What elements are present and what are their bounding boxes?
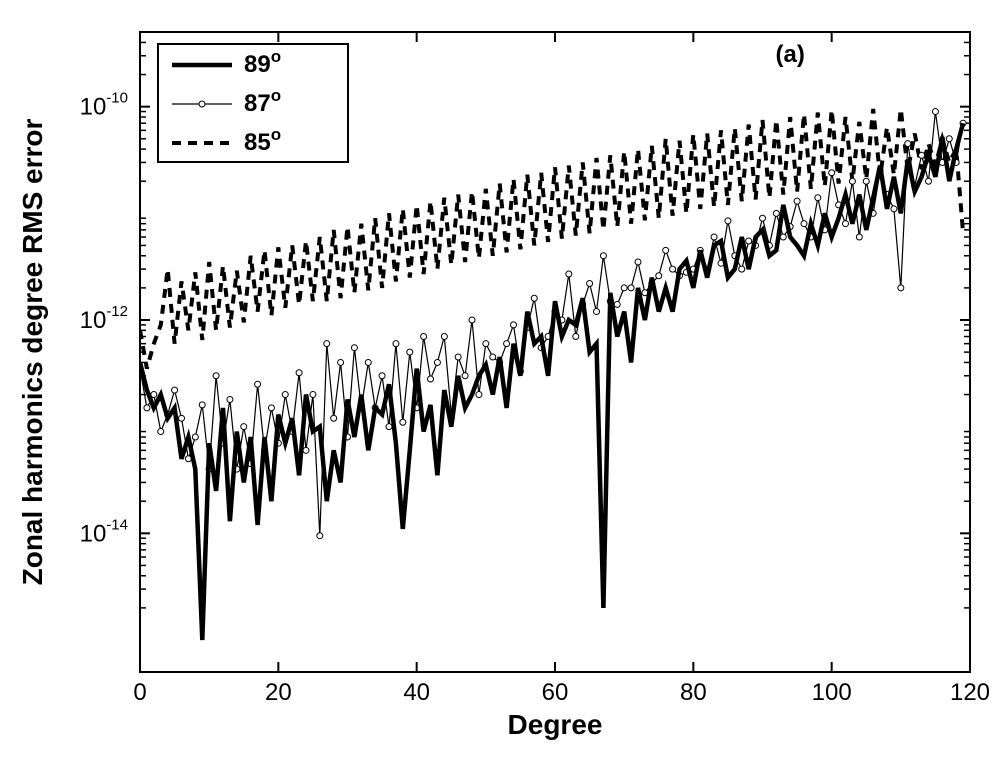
series-s87-marker xyxy=(241,424,247,430)
series-s87-marker xyxy=(421,334,427,340)
series-s87-marker xyxy=(338,359,344,365)
series-s87-marker xyxy=(179,415,185,421)
series-s87-marker xyxy=(386,424,392,430)
rms-error-chart: 020406080100120Degree10-1410-1210-10Zona… xyxy=(0,0,1000,758)
x-tick-label: 60 xyxy=(542,679,569,706)
series-s87-marker xyxy=(891,206,897,212)
series-s87-marker xyxy=(801,221,807,227)
series-s87-marker xyxy=(663,247,669,253)
series-s87-marker xyxy=(199,402,205,408)
series-s87-marker xyxy=(511,322,517,328)
series-s87-marker xyxy=(393,341,399,347)
series-s87-marker xyxy=(711,234,717,240)
series-s87-marker xyxy=(594,309,600,315)
series-s87-marker xyxy=(587,280,593,286)
series-s87-marker xyxy=(863,178,869,184)
x-axis-title: Degree xyxy=(508,709,603,740)
series-s87-marker xyxy=(469,317,475,323)
series-s87-marker xyxy=(600,253,606,259)
series-s87-marker xyxy=(635,259,641,265)
series-s87-marker xyxy=(365,359,371,365)
x-tick-label: 80 xyxy=(680,679,707,706)
series-s87-marker xyxy=(794,198,800,204)
series-s87-marker xyxy=(566,271,572,277)
series-s87-marker xyxy=(905,141,911,147)
series-s87-marker xyxy=(725,218,731,224)
series-s87-marker xyxy=(946,136,952,142)
series-s87-marker xyxy=(815,195,821,201)
series-s87-marker xyxy=(400,419,406,425)
series-s87-marker xyxy=(656,273,662,279)
series-s87-marker xyxy=(303,447,309,453)
series-s87-marker xyxy=(932,109,938,115)
series-s87-marker xyxy=(296,370,302,376)
series-s87-marker xyxy=(428,376,434,382)
series-s87-marker xyxy=(573,334,579,340)
series-s87-marker xyxy=(628,285,634,291)
series-s87-marker xyxy=(919,152,925,158)
series-s87-marker xyxy=(898,285,904,291)
x-tick-label: 0 xyxy=(133,679,146,706)
series-s87-marker xyxy=(455,354,461,360)
series-s87-marker xyxy=(172,387,178,393)
series-s87-marker xyxy=(317,533,323,539)
series-s87-marker xyxy=(192,434,198,440)
series-s87-marker xyxy=(379,373,385,379)
series-s87-marker xyxy=(441,334,447,340)
series-s87-marker xyxy=(310,392,316,398)
series-s87-marker xyxy=(158,429,164,435)
series-s87-marker xyxy=(773,210,779,216)
series-s87-marker xyxy=(213,373,219,379)
x-tick-label: 40 xyxy=(403,679,430,706)
series-s87-marker xyxy=(407,349,413,355)
series-s87-marker xyxy=(531,295,537,301)
series-s87-marker xyxy=(324,341,330,347)
series-s87-marker xyxy=(268,405,274,411)
series-s87-marker xyxy=(227,396,233,402)
series-s87-marker xyxy=(614,301,620,307)
x-tick-label: 100 xyxy=(812,679,852,706)
series-s87-marker xyxy=(829,170,835,176)
series-s87-marker xyxy=(621,285,627,291)
series-s87-marker xyxy=(282,392,288,398)
series-s87-marker xyxy=(760,215,766,221)
series-s87-marker xyxy=(483,341,489,347)
series-s87-marker xyxy=(739,266,745,272)
series-s87-marker xyxy=(504,341,510,347)
series-s87-marker xyxy=(255,381,261,387)
series-s87-marker xyxy=(434,359,440,365)
series-s87-marker xyxy=(843,221,849,227)
series-s87-marker xyxy=(746,238,752,244)
series-s87-marker xyxy=(780,234,786,240)
series-s87-marker xyxy=(856,234,862,240)
series-s87-marker xyxy=(926,178,932,184)
series-s87-marker xyxy=(462,373,468,379)
x-tick-label: 20 xyxy=(265,679,292,706)
y-axis-title: Zonal harmonics degree RMS error xyxy=(17,119,48,586)
series-s87-marker xyxy=(331,415,337,421)
series-s87-marker xyxy=(670,266,676,272)
x-tick-label: 120 xyxy=(950,679,990,706)
series-s87-marker xyxy=(351,345,357,351)
series-s87-marker xyxy=(849,178,855,184)
series-s87-marker xyxy=(476,392,482,398)
panel-label: (a) xyxy=(775,41,804,68)
series-s87-marker xyxy=(144,405,150,411)
series-s87-marker xyxy=(490,354,496,360)
